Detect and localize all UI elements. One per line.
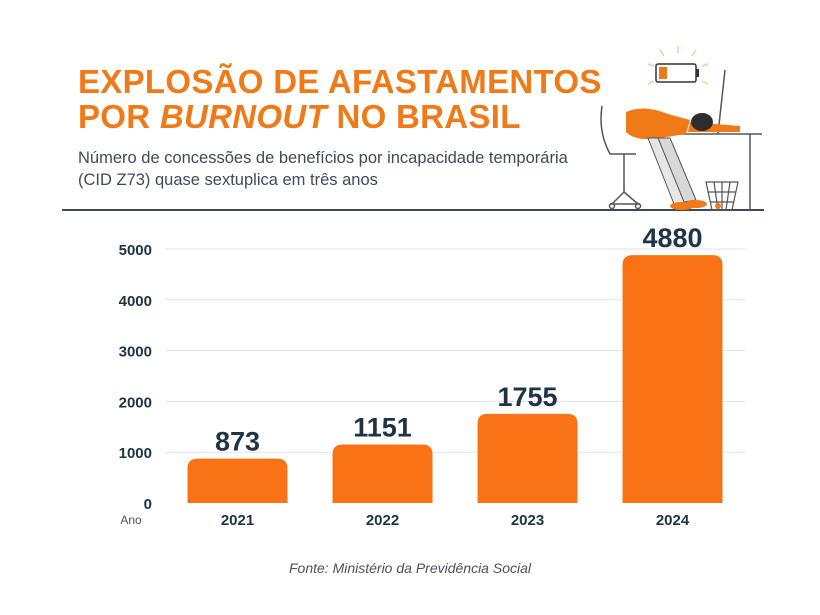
x-tick-label: 2024 [656, 512, 690, 529]
low-battery-icon [647, 46, 709, 85]
bar [477, 413, 578, 503]
bar [622, 255, 723, 503]
x-tick-label: 2022 [366, 512, 399, 529]
y-tick-label: 1000 [119, 445, 152, 462]
burnout-worker-illustration [600, 46, 762, 211]
title-line-1: EXPLOSÃO DE AFASTAMENTOS [78, 63, 602, 100]
y-tick-label: 0 [144, 496, 152, 513]
y-tick-label: 2000 [119, 394, 152, 411]
trash-bin-icon [705, 181, 739, 211]
x-tick-label: 2023 [511, 512, 544, 529]
chart-title: EXPLOSÃO DE AFASTAMENTOS POR BURNOUT NO … [78, 64, 602, 134]
data-label: 1755 [497, 382, 557, 412]
data-label: 4880 [642, 223, 702, 253]
y-tick-label: 3000 [119, 344, 152, 361]
y-tick-label: 5000 [119, 242, 152, 259]
header-divider [62, 209, 764, 211]
data-label: 873 [215, 427, 260, 457]
bar [187, 458, 288, 503]
x-tick-label: 2021 [221, 512, 254, 529]
y-tick-label: 4000 [119, 293, 152, 310]
title-line-2-emphasis: BURNOUT [159, 98, 327, 135]
x-axis-title: Ano [120, 513, 142, 527]
office-chair [600, 105, 642, 210]
tired-person [626, 108, 740, 210]
bar [332, 444, 433, 503]
title-line-2-suffix: NO BRASIL [326, 98, 521, 135]
title-line-2-prefix: POR [78, 98, 160, 135]
data-label: 1151 [353, 413, 412, 443]
chart-subtitle: Número de concessões de benefícios por i… [78, 149, 568, 189]
source-note: Fonte: Ministério da Previdência Social [288, 560, 531, 576]
